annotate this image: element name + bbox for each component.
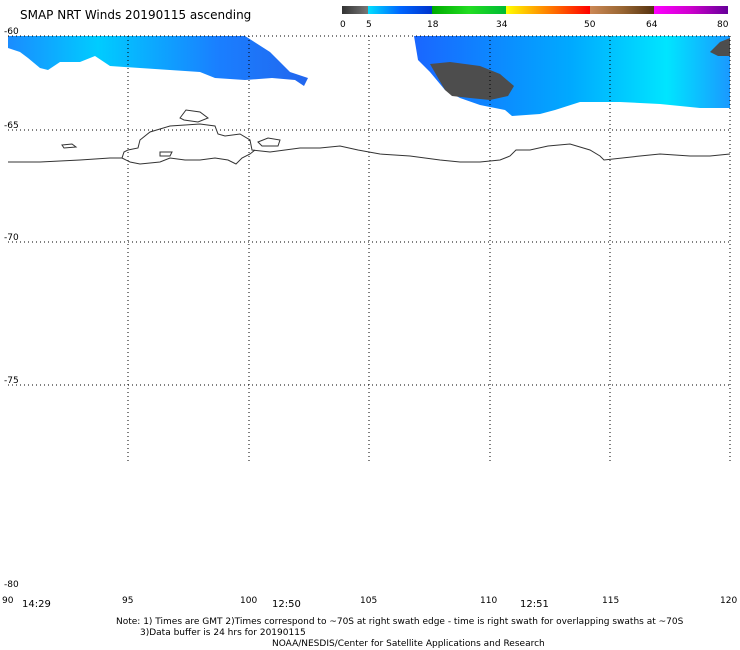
swath-time: 14:29 [22,599,51,610]
lon-label: 115 [602,596,620,606]
colorbar-segment [506,6,590,14]
swath-time: 12:50 [272,599,301,610]
footnote: Note: 1) Times are GMT 2)Times correspon… [116,617,684,627]
colorbar-label: 18 [427,20,439,30]
island-outline [61,143,78,149]
island-outline [159,151,173,157]
chart-title: SMAP NRT Winds 20190115 ascending [20,8,252,22]
low-wind-patch [710,38,730,56]
colorbar-label: 34 [496,20,508,30]
lat-label: -60 [4,27,19,37]
coastline-ice-shelf [121,149,256,165]
coastline [8,123,731,163]
colorbar-segment [368,6,432,14]
colorbar-segment [432,6,506,14]
colorbar-label: 50 [584,20,596,30]
lon-label: 90 [2,596,14,606]
credit-line: NOAA/NESDIS/Center for Satellite Applica… [272,639,545,649]
swath-time: 12:51 [520,599,549,610]
colorbar-label: 64 [646,20,658,30]
lon-label: 100 [240,596,258,606]
colorbar-label: 5 [366,20,372,30]
island-outline [179,109,210,123]
colorbar-label: 0 [340,20,346,30]
lon-label: 110 [480,596,498,606]
lat-label: -70 [4,233,19,243]
lat-label: -65 [4,121,19,131]
lat-label: -75 [4,376,19,386]
colorbar-label: 80 [717,20,729,30]
colorbar-segment [590,6,654,14]
footnote: 3)Data buffer is 24 hrs for 20190115 [140,628,306,638]
wind-swath-left [8,36,308,86]
lat-label: -80 [4,580,19,590]
lon-label: 105 [360,596,378,606]
island-outline [257,137,281,147]
low-wind-patch [430,62,514,100]
lon-label: 120 [720,596,738,606]
lon-label: 95 [122,596,134,606]
colorbar-segment [654,6,728,14]
colorbar-segment [342,6,368,14]
